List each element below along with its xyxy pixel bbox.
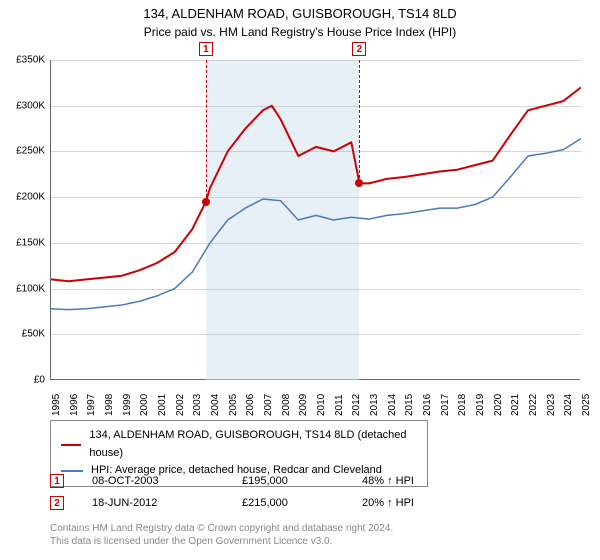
x-axis-label: 1999: [122, 386, 133, 416]
y-axis-label: £100K: [5, 283, 45, 294]
legend-label: 134, ALDENHAM ROAD, GUISBOROUGH, TS14 8L…: [89, 427, 417, 462]
y-axis-label: £150K: [5, 237, 45, 248]
x-axis-label: 2002: [175, 386, 186, 416]
legend-item: 134, ALDENHAM ROAD, GUISBOROUGH, TS14 8L…: [61, 427, 417, 462]
sale-marker-badge: 2: [50, 496, 64, 510]
marker-dot: [202, 198, 210, 206]
chart-title: 134, ALDENHAM ROAD, GUISBOROUGH, TS14 8L…: [0, 0, 600, 23]
x-axis-label: 2024: [563, 386, 574, 416]
x-axis-label: 1997: [86, 386, 97, 416]
sale-marker-badge: 1: [50, 474, 64, 488]
sales-row: 2 18-JUN-2012£215,00020% ↑ HPI: [50, 492, 414, 514]
x-axis-label: 2023: [546, 386, 557, 416]
x-axis-label: 2009: [298, 386, 309, 416]
x-axis-label: 2008: [281, 386, 292, 416]
x-axis-label: 2004: [210, 386, 221, 416]
y-axis-label: £350K: [5, 55, 45, 66]
y-axis-label: £0: [5, 375, 45, 386]
sales-table: 1 08-OCT-2003£195,00048% ↑ HPI 2 18-JUN-201…: [50, 470, 414, 514]
x-axis-label: 2020: [493, 386, 504, 416]
chart-plot-area: £0£50K£100K£150K£200K£250K£300K£350K1995…: [50, 60, 580, 380]
x-axis-label: 1996: [69, 386, 80, 416]
marker-dot: [355, 179, 363, 187]
y-axis-label: £250K: [5, 146, 45, 157]
plot-frame: £0£50K£100K£150K£200K£250K£300K£350K1995…: [50, 60, 580, 380]
sale-diff: 20% ↑ HPI: [362, 497, 414, 509]
sale-price: £215,000: [242, 497, 362, 509]
marker-badge: 1: [199, 42, 213, 56]
x-axis-label: 2014: [387, 386, 398, 416]
footer-text: Contains HM Land Registry data © Crown c…: [50, 522, 393, 548]
x-axis-label: 2022: [528, 386, 539, 416]
sales-row: 1 08-OCT-2003£195,00048% ↑ HPI: [50, 470, 414, 492]
x-axis-label: 2013: [369, 386, 380, 416]
x-axis-label: 1995: [51, 386, 62, 416]
y-axis-label: £300K: [5, 100, 45, 111]
marker-dash: [206, 60, 207, 202]
x-axis-label: 2010: [316, 386, 327, 416]
x-axis-label: 2021: [510, 386, 521, 416]
x-axis-label: 2019: [475, 386, 486, 416]
series-line: [51, 87, 581, 281]
x-axis-label: 1998: [104, 386, 115, 416]
sale-date: 18-JUN-2012: [92, 497, 242, 509]
footer-line2: This data is licensed under the Open Gov…: [50, 535, 393, 548]
chart-container: 134, ALDENHAM ROAD, GUISBOROUGH, TS14 8L…: [0, 0, 600, 560]
marker-badge: 2: [352, 42, 366, 56]
x-axis-label: 2011: [334, 386, 345, 416]
x-axis-label: 2005: [228, 386, 239, 416]
marker-dash: [359, 60, 360, 183]
sale-date: 08-OCT-2003: [92, 475, 242, 487]
x-axis-label: 2025: [581, 386, 592, 416]
x-axis-label: 2016: [422, 386, 433, 416]
footer-line1: Contains HM Land Registry data © Crown c…: [50, 522, 393, 535]
x-axis-label: 2012: [351, 386, 362, 416]
x-axis-label: 2015: [404, 386, 415, 416]
x-axis-label: 2006: [245, 386, 256, 416]
sale-diff: 48% ↑ HPI: [362, 475, 414, 487]
x-axis-label: 2000: [139, 386, 150, 416]
x-axis-label: 2018: [457, 386, 468, 416]
series-lines: [51, 60, 581, 380]
chart-subtitle: Price paid vs. HM Land Registry's House …: [0, 23, 600, 39]
x-axis-label: 2017: [440, 386, 451, 416]
sale-price: £195,000: [242, 475, 362, 487]
x-axis-label: 2007: [263, 386, 274, 416]
y-axis-label: £200K: [5, 192, 45, 203]
x-axis-label: 2001: [157, 386, 168, 416]
series-line: [51, 139, 581, 310]
y-axis-label: £50K: [5, 329, 45, 340]
x-axis-label: 2003: [192, 386, 203, 416]
legend-swatch: [61, 444, 81, 446]
